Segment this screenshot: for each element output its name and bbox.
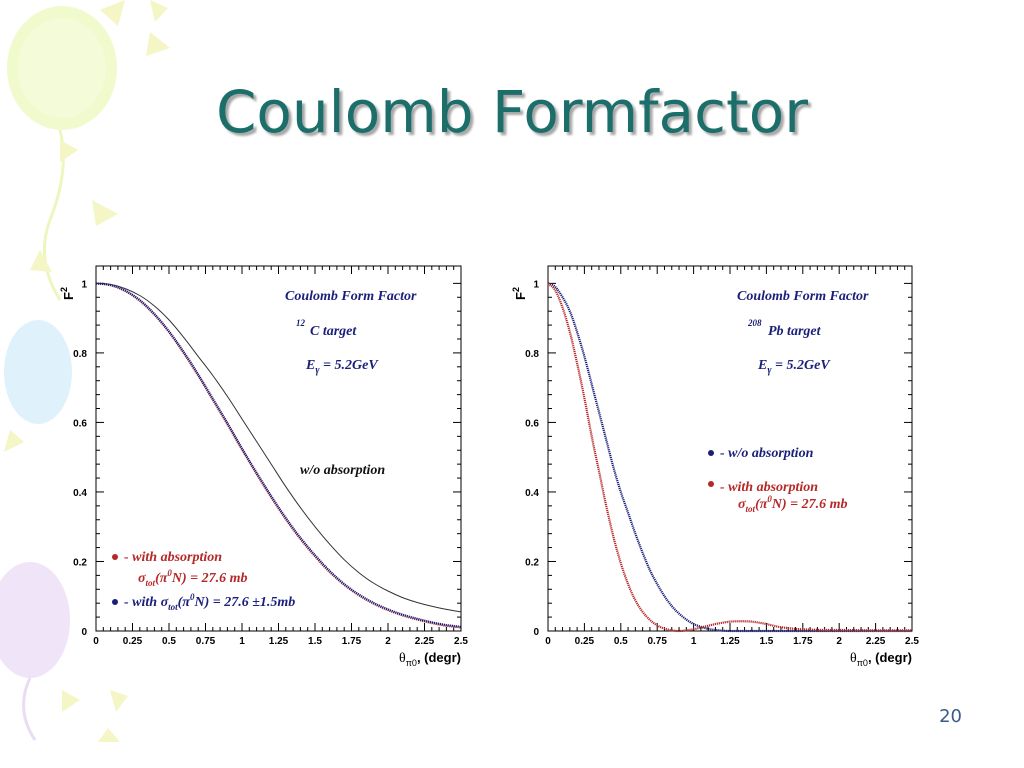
- y-tick-label: 0.6: [73, 418, 87, 429]
- x-axis-label: θπ0, (degr): [399, 650, 461, 668]
- target-name: C target: [310, 324, 357, 339]
- x-tick-label: 0: [93, 636, 99, 647]
- y-tick-label: 1: [81, 279, 87, 290]
- x-tick-label: 2.5: [454, 636, 468, 647]
- y-tick-label: 0.8: [73, 349, 87, 360]
- x-tick-label: 1: [239, 636, 245, 647]
- blue-legend-marker: [112, 599, 118, 605]
- x-tick-label: 1.5: [308, 636, 322, 647]
- x-tick-label: 0.25: [123, 636, 143, 647]
- series-line-blue: [95, 282, 462, 628]
- x-tick-label: 0.5: [162, 636, 176, 647]
- slide-title: Coulomb Formfactor: [215, 78, 809, 146]
- chart-carbon-plot: 0 0.25 0.5 0.75 1 1.25 1.5 1.75 2 2.25 2.5 0 0.2 0.4 0…: [59, 265, 468, 668]
- wo-absorption-label: w/o absorption: [300, 463, 385, 478]
- x-tick-label: 2: [385, 636, 391, 647]
- y-tick-label: 0.2: [73, 557, 87, 568]
- x-tick-label: 1.75: [342, 636, 362, 647]
- slide-number: 20: [939, 706, 962, 727]
- y-axis-label: F2: [59, 287, 76, 300]
- sigma-red-label: σtot(π0N) = 27.6 mb: [138, 568, 248, 588]
- y-tick-label: 0.4: [73, 488, 87, 499]
- x-tick-label: 1.25: [269, 636, 289, 647]
- plot-frame: [95, 265, 462, 632]
- x-tick-label: 0.75: [196, 636, 216, 647]
- sigma-blue-label: - with σtot(π0N) = 27.6 ±1.5mb: [124, 592, 295, 612]
- y-tick-label: 0: [81, 627, 87, 638]
- chart-carbon-annotations: Coulomb Form Factor 12 C target Eγ = 5.2…: [112, 289, 417, 612]
- target-mass: 12: [296, 318, 306, 328]
- red-legend-marker: [112, 554, 118, 560]
- chart-title: Coulomb Form Factor: [285, 289, 417, 304]
- with-absorption-label: - with absorption: [124, 550, 222, 565]
- energy-label: Eγ = 5.2GeV: [305, 358, 379, 376]
- series-line-black: [95, 282, 462, 613]
- x-tick-label: 2.25: [415, 636, 435, 647]
